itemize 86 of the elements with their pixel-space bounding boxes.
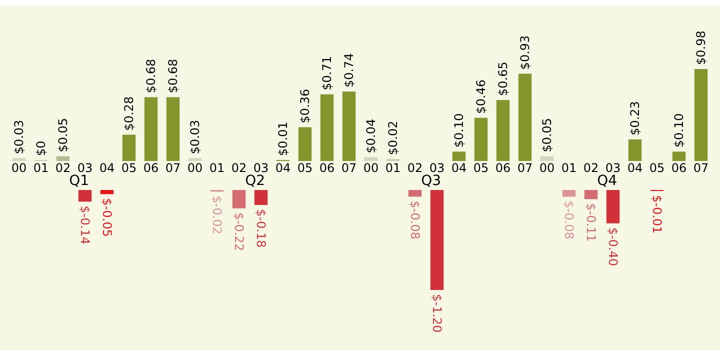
data-label: $0.28 — [122, 96, 136, 131]
data-label: $0.03 — [12, 120, 26, 154]
x-tick-label: 00 — [363, 161, 379, 175]
data-label: $0.05 — [540, 118, 554, 152]
data-label: $0.98 — [694, 30, 708, 65]
bar — [364, 157, 378, 161]
x-tick-label: 00 — [539, 161, 555, 175]
data-label: $0.74 — [342, 53, 356, 88]
data-label: $0 — [34, 140, 48, 156]
bar — [496, 100, 510, 161]
data-label: $0.10 — [672, 113, 686, 148]
data-label: $0.93 — [518, 35, 532, 70]
data-label: $0.04 — [364, 118, 378, 154]
data-label: $-0.08 — [562, 200, 576, 240]
x-tick-label: 07 — [693, 161, 709, 175]
x-tick-label: 04 — [627, 161, 643, 175]
data-label: $0.23 — [628, 101, 642, 136]
data-label: $-0.40 — [606, 227, 620, 266]
bar — [518, 74, 532, 161]
bar — [628, 139, 642, 161]
x-tick-label: 07 — [165, 161, 181, 175]
data-label: $-0.22 — [232, 212, 246, 252]
data-label: $-0.18 — [254, 209, 268, 248]
x-tick-label: 04 — [451, 161, 467, 175]
x-tick-label: 02 — [55, 161, 71, 175]
x-tick-label: 07 — [517, 161, 533, 175]
x-tick-label: 05 — [649, 161, 665, 175]
x-tick-label: 05 — [297, 161, 313, 175]
x-tick-label: 05 — [121, 161, 137, 175]
data-label: $-0.02 — [210, 196, 224, 234]
bar — [144, 97, 158, 161]
text: Q3 — [421, 173, 442, 189]
x-tick-label: 02 — [231, 161, 247, 175]
data-label: $-0.14 — [78, 206, 92, 244]
x-tick-label: 04 — [99, 161, 115, 175]
x-tick-label: 01 — [561, 161, 577, 175]
bar — [56, 156, 70, 161]
x-tick-label: 03 — [77, 161, 93, 175]
data-label: $0.02 — [386, 120, 400, 156]
x-tick-label: 01 — [209, 161, 225, 175]
bar — [540, 156, 554, 161]
x-tick-label: 04 — [275, 161, 291, 175]
data-label: $-0.08 — [408, 200, 422, 240]
bar — [342, 92, 356, 161]
bar — [166, 97, 180, 161]
data-label: $0.65 — [496, 62, 510, 96]
text: Q4 — [597, 173, 618, 189]
x-tick-label: 03 — [605, 161, 621, 175]
data-label: $0.10 — [452, 113, 466, 148]
text: Q2 — [245, 173, 266, 189]
data-label: $-0.01 — [650, 195, 664, 234]
data-label: $0.01 — [276, 122, 290, 156]
bar — [188, 158, 202, 161]
x-tick-label: 02 — [407, 161, 423, 175]
x-tick-label: 05 — [473, 161, 489, 175]
x-tick-label: 06 — [319, 161, 335, 175]
bar — [694, 69, 708, 161]
data-label: $0.05 — [56, 118, 70, 152]
x-tick-label: 06 — [671, 161, 687, 175]
text: Q1 — [69, 173, 90, 189]
x-tick-label: 01 — [33, 161, 49, 175]
data-label: $0.68 — [166, 58, 180, 94]
data-label: $-0.05 — [100, 198, 114, 237]
data-label: $-1.20 — [430, 294, 444, 333]
x-tick-label: 00 — [187, 161, 203, 175]
x-tick-label: 00 — [11, 161, 27, 175]
data-label: $0.03 — [188, 120, 202, 154]
x-tick-label: 06 — [143, 161, 159, 175]
x-tick-label: 01 — [385, 161, 401, 175]
bar — [320, 94, 334, 161]
data-label: $-0.11 — [584, 203, 598, 242]
x-tick-label: 07 — [341, 161, 357, 175]
bar — [452, 152, 466, 161]
bar — [672, 152, 686, 161]
x-tick-label: 06 — [495, 161, 511, 175]
data-label: $0.36 — [298, 88, 312, 124]
bar — [12, 158, 26, 161]
x-tick-label: 02 — [583, 161, 599, 175]
data-label: $0.46 — [474, 79, 488, 114]
x-tick-label: 03 — [429, 161, 445, 175]
data-label: $0.68 — [144, 58, 158, 94]
bar — [298, 127, 312, 161]
bar — [122, 134, 136, 161]
data-label: $0.71 — [320, 56, 334, 90]
x-tick-label: 03 — [253, 161, 269, 175]
bar — [474, 118, 488, 161]
